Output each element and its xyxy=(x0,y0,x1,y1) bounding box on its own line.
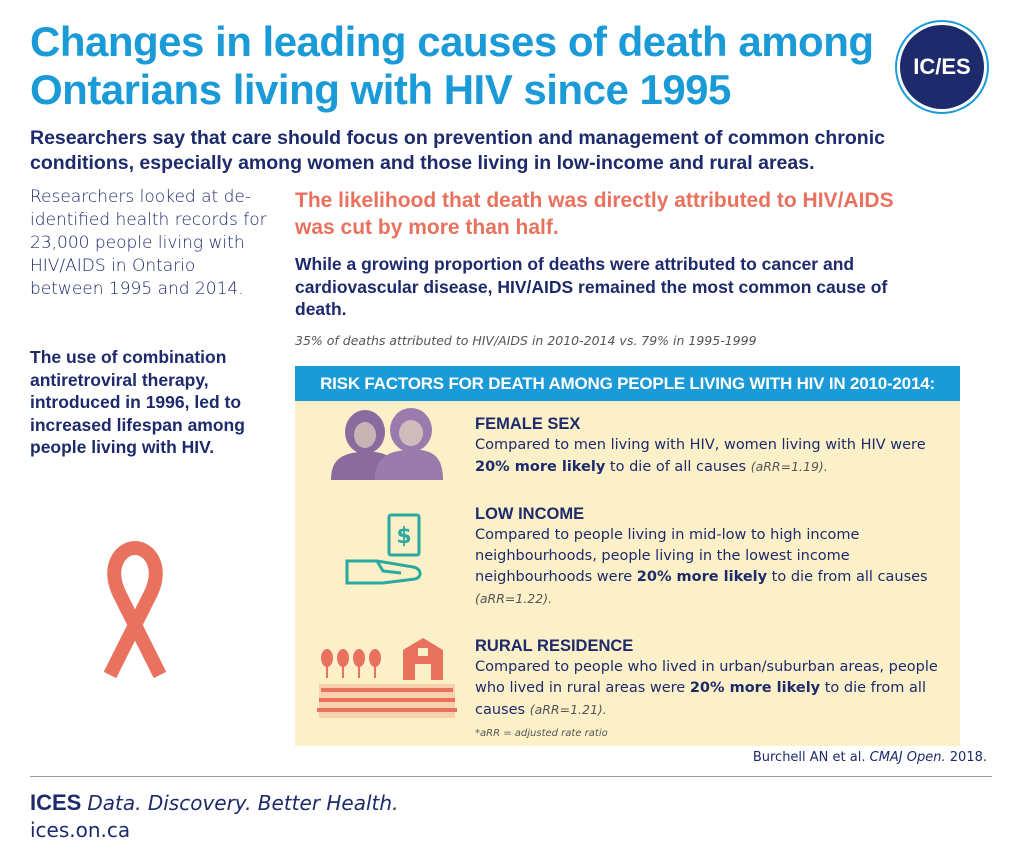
awareness-ribbon-icon xyxy=(103,541,167,679)
factor-text: Compared to people living in mid-low to … xyxy=(475,527,928,606)
art-note: The use of combination antiretroviral th… xyxy=(30,347,245,457)
risk-factors-header: RISK FACTORS FOR DEATH AMONG PEOPLE LIVI… xyxy=(295,366,960,401)
factor-text: Compared to men living with HIV, women l… xyxy=(475,437,926,475)
headline: The likelihood that death was directly a… xyxy=(295,189,894,239)
women-icon xyxy=(331,408,443,480)
footer-url[interactable]: ices.on.ca xyxy=(30,818,131,842)
intro-text: Researchers looked at de-identified heal… xyxy=(30,187,267,299)
citation: Burchell AN et al. CMAJ Open. 2018. xyxy=(752,750,987,765)
subtitle: Researchers say that care should focus o… xyxy=(30,127,885,174)
factor-rural-residence: RURAL RESIDENCE Compared to people who l… xyxy=(475,636,945,721)
factor-title: LOW INCOME xyxy=(475,505,585,523)
farm-icon xyxy=(317,638,457,718)
factor-female-sex: FEMALE SEX Compared to men living with H… xyxy=(475,414,945,478)
page-title: Changes in leading causes of death among… xyxy=(30,18,874,113)
subhead: While a growing proportion of deaths wer… xyxy=(295,254,888,319)
factor-title: RURAL RESIDENCE xyxy=(475,637,634,655)
factor-low-income: LOW INCOME Compared to people living in … xyxy=(475,504,945,610)
risk-factors-panel: RISK FACTORS FOR DEATH AMONG PEOPLE LIVI… xyxy=(295,366,960,746)
footer-divider xyxy=(30,776,992,777)
ices-logo: IC/ES xyxy=(900,25,984,109)
money-hand-icon: $ xyxy=(345,513,422,585)
footnote: *aRR = adjusted rate ratio xyxy=(475,728,608,739)
stat-note: 35% of deaths attributed to HIV/AIDS in … xyxy=(295,333,757,348)
factor-title: FEMALE SEX xyxy=(475,415,581,433)
svg-text:$: $ xyxy=(396,524,411,549)
footer-brand: ICES Data. Discovery. Better Health. xyxy=(30,790,399,815)
factor-text: Compared to people who lived in urban/su… xyxy=(475,659,938,718)
